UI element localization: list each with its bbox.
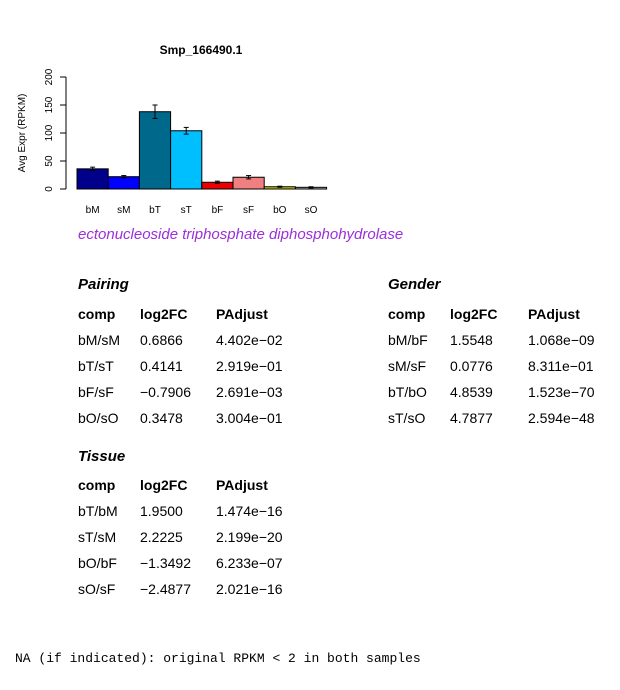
tissue-header-log2fc: log2FC — [140, 477, 188, 493]
x-tick-label-bO: bO — [273, 205, 287, 216]
gene-name: ectonucleoside triphosphate diphosphohyd… — [78, 226, 404, 243]
tissue-row-1-log2fc: 1.9500 — [140, 503, 183, 519]
pairing-row-3-padjust: 2.691e−03 — [216, 384, 283, 400]
pairing-title: Pairing — [78, 276, 129, 293]
pairing-row-1-comp: bM/sM — [78, 332, 120, 348]
x-tick-label-sO: sO — [305, 205, 318, 216]
y-tick-label: 150 — [44, 96, 55, 113]
pairing-row-3-comp: bF/sF — [78, 384, 114, 400]
bar-bM — [76, 168, 109, 190]
gender-row-3-log2fc: 4.8539 — [450, 384, 493, 400]
pairing-row-4-padjust: 3.004e−01 — [216, 410, 283, 426]
tissue-row-3-comp: bO/bF — [78, 555, 117, 571]
gender-row-4-log2fc: 4.7877 — [450, 410, 493, 426]
gender-row-1-log2fc: 1.5548 — [450, 332, 493, 348]
gender-row-3-padjust: 1.523e−70 — [528, 384, 595, 400]
gender-row-1-padjust: 1.068e−09 — [528, 332, 595, 348]
gender-row-3-comp: bT/bO — [388, 384, 427, 400]
tissue-header-padjust: PAdjust — [216, 477, 268, 493]
tissue-row-2-comp: sT/sM — [78, 529, 117, 545]
bar-sT — [170, 130, 203, 190]
pairing-header-padjust: PAdjust — [216, 306, 268, 322]
pairing-row-1-log2fc: 0.6866 — [140, 332, 183, 348]
y-tick-label: 100 — [44, 124, 55, 141]
bar-bT — [138, 111, 172, 190]
tissue-table: Tissue comp log2FC PAdjust bT/bM 1.9500 … — [78, 448, 338, 598]
x-tick-label-bF: bF — [212, 205, 224, 216]
tissue-header-comp: comp — [78, 477, 116, 493]
pairing-row-1-padjust: 4.402e−02 — [216, 332, 283, 348]
y-tick-label: 0 — [44, 186, 55, 192]
tissue-title: Tissue — [78, 448, 126, 465]
gender-row-2-comp: sM/sF — [388, 358, 427, 374]
bar-sM — [107, 176, 140, 190]
x-tick-label-bT: bT — [149, 205, 161, 216]
x-tick-label-sF: sF — [243, 205, 254, 216]
x-tick-label-sM: sM — [117, 205, 130, 216]
gender-table: Gender comp log2FC PAdjust bM/bF 1.5548 … — [388, 276, 618, 426]
bars-group — [76, 104, 328, 190]
gender-row-2-log2fc: 0.0776 — [450, 358, 493, 374]
pairing-row-2-comp: bT/sT — [78, 358, 114, 374]
gender-header-padjust: PAdjust — [528, 306, 580, 322]
tissue-row-2-log2fc: 2.2225 — [140, 529, 183, 545]
pairing-row-4-comp: bO/sO — [78, 410, 119, 426]
gender-row-4-padjust: 2.594e−48 — [528, 410, 595, 426]
y-tick-label: 50 — [44, 155, 55, 167]
gender-header-log2fc: log2FC — [450, 306, 498, 322]
tissue-row-1-padjust: 1.474e−16 — [216, 503, 283, 519]
pairing-header-log2fc: log2FC — [140, 306, 188, 322]
tissue-row-2-padjust: 2.199e−20 — [216, 529, 283, 545]
x-tick-labels: bM sM bT sT bF sF bO sO — [86, 205, 318, 216]
pairing-row-2-padjust: 2.919e−01 — [216, 358, 283, 374]
pairing-header-comp: comp — [78, 306, 116, 322]
pairing-row-2-log2fc: 0.4141 — [140, 358, 183, 374]
gender-row-2-padjust: 8.311e−01 — [528, 358, 594, 374]
tissue-row-4-log2fc: −2.4877 — [140, 581, 191, 597]
x-tick-label-bM: bM — [86, 205, 100, 216]
gender-title: Gender — [388, 276, 441, 293]
tissue-row-1-comp: bT/bM — [78, 503, 118, 519]
y-axis-label: Avg Expr (RPKM) — [17, 94, 28, 173]
tissue-row-3-padjust: 6.233e−07 — [216, 555, 283, 571]
tissue-row-4-padjust: 2.021e−16 — [216, 581, 283, 597]
x-tick-label-sT: sT — [181, 205, 192, 216]
pairing-table: Pairing comp log2FC PAdjust bM/sM 0.6866… — [78, 276, 338, 426]
pairing-row-3-log2fc: −0.7906 — [140, 384, 191, 400]
y-tick-label: 200 — [44, 68, 55, 85]
tissue-row-3-log2fc: −1.3492 — [140, 555, 191, 571]
tissue-row-4-comp: sO/sF — [78, 581, 116, 597]
pairing-row-4-log2fc: 0.3478 — [140, 410, 183, 426]
bar-chart: Smp_166490.1 Avg Expr (RPKM) 0 50 100 150 20… — [17, 43, 328, 216]
chart-title: Smp_166490.1 — [160, 43, 243, 57]
footnote: NA (if indicated): original RPKM < 2 in … — [15, 651, 421, 666]
y-axis: 0 50 100 150 200 — [44, 68, 67, 192]
gender-row-4-comp: sT/sO — [388, 410, 426, 426]
gender-row-1-comp: bM/bF — [388, 332, 428, 348]
gender-header-comp: comp — [388, 306, 426, 322]
